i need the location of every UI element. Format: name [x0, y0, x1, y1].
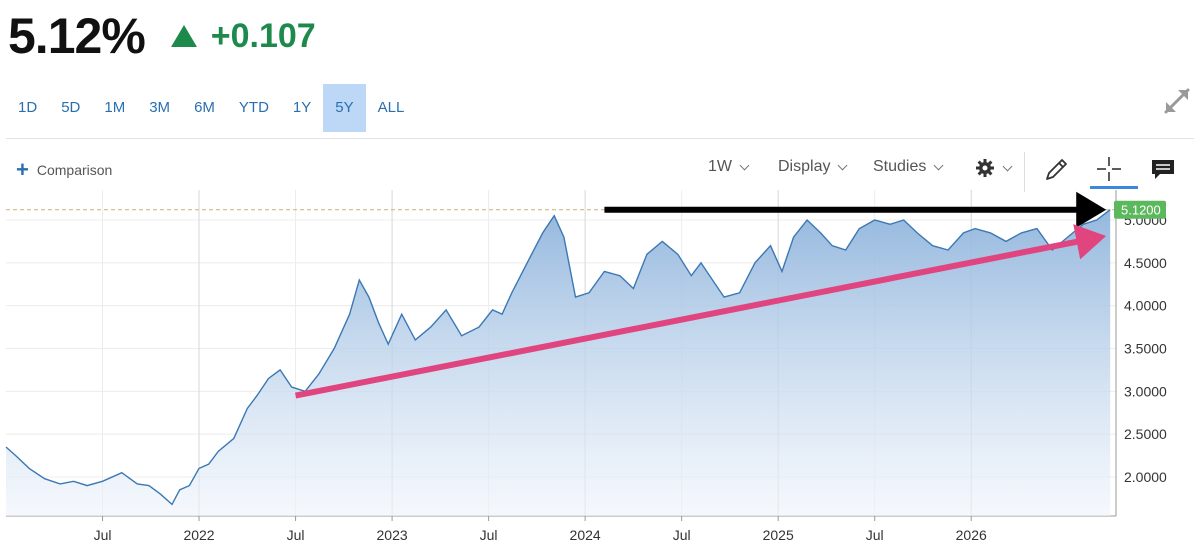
range-all[interactable]: ALL: [377, 99, 405, 116]
range-1d[interactable]: 1D: [18, 99, 38, 116]
comparison-button[interactable]: + Comparison: [16, 157, 113, 182]
y-tick-label: 3.5000: [1124, 341, 1167, 357]
chevron-down-icon: [838, 160, 848, 171]
range-1m[interactable]: 1M: [104, 99, 126, 116]
range-3m[interactable]: 3M: [149, 99, 171, 116]
settings-dropdown[interactable]: [975, 158, 1013, 178]
price-change: +0.107: [170, 16, 316, 56]
comparison-label: Comparison: [36, 162, 113, 178]
last-value-badge: [1114, 200, 1166, 219]
chevron-down-icon: [933, 160, 944, 171]
range-5y[interactable]: 5Y: [323, 84, 366, 132]
change-value: +0.107: [210, 16, 316, 55]
chevron-down-icon: [739, 160, 750, 171]
interval-dropdown[interactable]: 1W: [708, 158, 750, 176]
y-tick-label: 4.5000: [1124, 255, 1167, 271]
range-6m[interactable]: 6M: [194, 99, 215, 116]
x-tick-label: Jul: [94, 527, 112, 543]
time-range-selector: 1D 5D 1M 3M 6M YTD 1Y 5Y ALL: [6, 84, 416, 132]
x-tick-label: Jul: [866, 527, 884, 543]
pencil-icon[interactable]: [1042, 154, 1072, 184]
plus-icon: +: [16, 157, 29, 182]
last-price: 5.12%: [8, 8, 146, 64]
range-1y[interactable]: 1Y: [292, 99, 312, 116]
x-tick-label: Jul: [673, 527, 691, 543]
studies-dropdown[interactable]: Studies: [873, 158, 944, 176]
range-ytd[interactable]: YTD: [238, 99, 269, 116]
last-value-text: 5.1200: [1121, 203, 1161, 218]
quote-header: 5.12% +0.107: [8, 6, 316, 66]
price-line: [5, 209, 1111, 506]
x-tick-label: 2023: [377, 527, 408, 543]
header-divider: [6, 138, 1194, 139]
y-tick-label: 3.0000: [1124, 383, 1167, 399]
expand-icon[interactable]: [1160, 84, 1194, 118]
up-triangle-icon: [170, 25, 197, 47]
chart-toolbar: + Comparison 1W Display Studies: [0, 150, 1200, 194]
comment-icon[interactable]: [1148, 154, 1178, 184]
chevron-down-icon: [1002, 161, 1013, 172]
y-tick-label: 2.0000: [1124, 469, 1167, 485]
range-5d[interactable]: 5D: [61, 99, 81, 116]
y-tick-label: 4.0000: [1124, 298, 1167, 314]
y-tick-label: 2.5000: [1124, 426, 1167, 442]
display-dropdown[interactable]: Display: [778, 158, 848, 176]
price-chart[interactable]: 2.00002.50003.00003.50004.00004.50005.00…: [0, 190, 1200, 554]
x-tick-label: Jul: [480, 527, 498, 543]
x-tick-label: 2025: [763, 527, 794, 543]
x-tick-label: Jul: [287, 527, 305, 543]
x-tick-label: 2024: [570, 527, 601, 543]
x-tick-label: 2022: [183, 527, 214, 543]
display-label: Display: [778, 158, 831, 175]
interval-label: 1W: [708, 158, 732, 175]
studies-label: Studies: [873, 158, 927, 175]
toolbar-separator: [1024, 152, 1025, 192]
annotation-arrow-pink: [294, 224, 1107, 399]
price-area: [6, 209, 1111, 516]
gear-icon: [976, 159, 994, 177]
crosshair-active-indicator: [1090, 186, 1138, 189]
x-tick-label: 2026: [956, 527, 987, 543]
crosshair-icon[interactable]: [1094, 154, 1124, 184]
